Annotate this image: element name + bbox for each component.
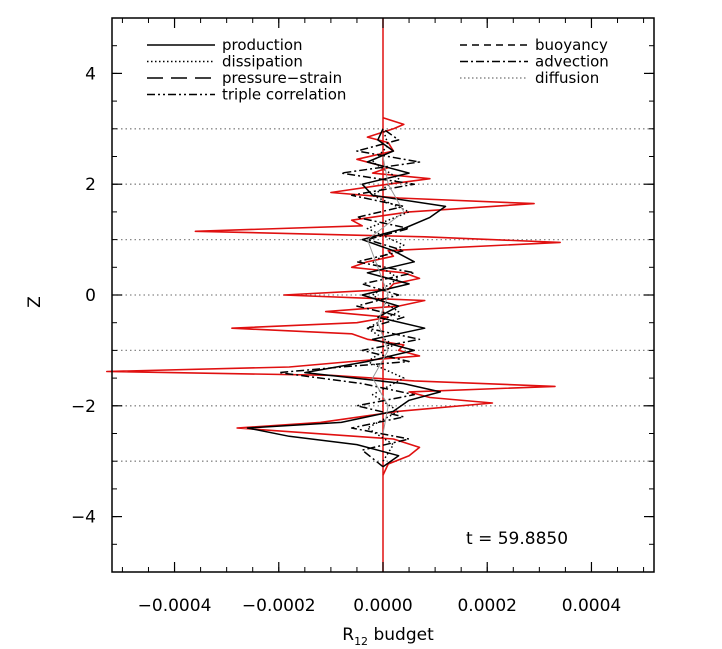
x-tick-labels: −0.0004 −0.0002 0.0000 0.0002 0.0004 (138, 596, 622, 616)
legend-label: triple correlation (222, 86, 346, 104)
x-axis-label: R12 budget (342, 625, 434, 648)
series-red (106, 116, 562, 476)
series-solid (246, 128, 447, 468)
legend-label: diffusion (535, 69, 599, 87)
x-tick-label: −0.0004 (138, 596, 212, 616)
y-tick-label: 4 (85, 64, 96, 84)
y-axis-label: Z (25, 296, 45, 308)
y-tick-label: 2 (85, 175, 96, 195)
time-annotation: t = 59.8850 (466, 529, 568, 549)
series-lines (106, 116, 562, 476)
y-tick-label: 0 (85, 286, 96, 306)
legend-label: pressure−strain (222, 69, 342, 87)
x-tick-label: −0.0002 (242, 596, 316, 616)
legend-label: advection (535, 53, 609, 71)
legend-label: production (222, 36, 303, 54)
legend-label: dissipation (222, 53, 303, 71)
series-gray (366, 156, 405, 434)
series-dotted (366, 128, 410, 462)
y-tick-labels: −4 −2 0 2 4 (71, 64, 96, 527)
legend: productiondissipationpressure−straintrip… (147, 36, 609, 104)
x-tick-label: 0.0004 (562, 596, 621, 616)
legend-label: buoyancy (535, 36, 608, 54)
y-tick-label: −2 (71, 397, 96, 417)
axis-ticks (112, 18, 654, 572)
x-tick-label: 0.0000 (353, 596, 412, 616)
y-tick-label: −4 (71, 508, 96, 528)
series-dashdot (278, 128, 421, 468)
x-tick-label: 0.0002 (457, 596, 516, 616)
